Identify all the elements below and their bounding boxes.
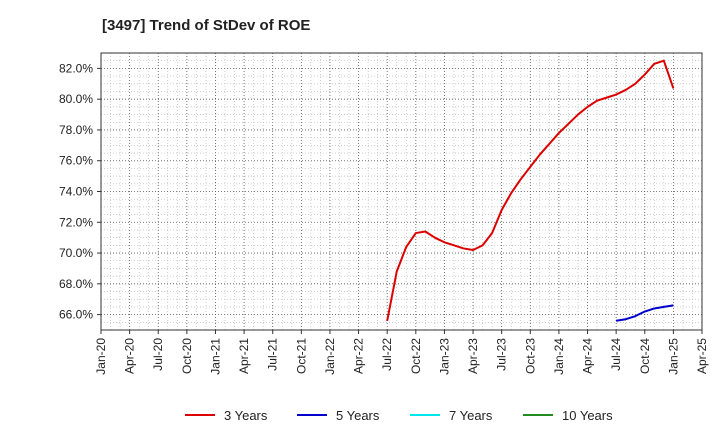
legend: 3 Years 5 Years 7 Years 10 Years: [185, 408, 613, 423]
chart-title: [3497] Trend of StDev of ROE: [102, 17, 310, 34]
y-tick-label: 72.0%: [59, 215, 93, 229]
x-tick-label: Apr-20: [123, 338, 137, 374]
y-tick-label: 68.0%: [59, 277, 93, 291]
y-tick-label: 80.0%: [59, 92, 93, 106]
x-tick-label: Apr-23: [466, 338, 480, 374]
x-tick-label: Jan-25: [666, 338, 680, 375]
y-tick-label: 76.0%: [59, 154, 93, 168]
y-tick-label: 70.0%: [59, 246, 93, 260]
x-tick-label: Apr-21: [237, 338, 251, 374]
x-tick-label: Jul-20: [151, 338, 165, 371]
y-tick-label: 74.0%: [59, 185, 93, 199]
x-tick-label: Jan-20: [94, 338, 108, 375]
legend-label: 3 Years: [224, 408, 268, 423]
y-tick-label: 82.0%: [59, 61, 93, 75]
y-tick-label: 66.0%: [59, 308, 93, 322]
legend-label: 7 Years: [449, 408, 493, 423]
x-tick-label: Jul-21: [266, 338, 280, 371]
x-tick-label: Jul-23: [495, 338, 509, 371]
legend-label: 5 Years: [336, 408, 380, 423]
plot-frame: [100, 52, 703, 331]
x-tick-label: Jan-22: [323, 338, 337, 375]
legend-label: 10 Years: [562, 408, 613, 423]
x-tick-label: Oct-22: [409, 338, 423, 374]
plot-area: 66.0% 68.0% 70.0% 72.0% 74.0% 76.0% 78.0% 80.0%…: [59, 52, 709, 375]
x-tick-label: Oct-21: [294, 338, 308, 374]
x-tick-label: Oct-23: [523, 338, 537, 374]
x-tick-label: Jul-24: [609, 338, 623, 371]
x-tick-label: Jan-21: [208, 338, 222, 375]
x-tick-label: Oct-24: [638, 338, 652, 374]
x-tick-label: Jan-24: [552, 338, 566, 375]
x-tick-label: Apr-22: [352, 338, 366, 374]
y-tick-label: 78.0%: [59, 123, 93, 137]
x-tick-label: Apr-25: [695, 338, 709, 374]
x-tick-label: Jul-22: [380, 338, 394, 371]
x-tick-label: Apr-24: [581, 338, 595, 374]
x-tick-label: Jan-23: [437, 338, 451, 375]
x-tick-label: Oct-20: [180, 338, 194, 374]
